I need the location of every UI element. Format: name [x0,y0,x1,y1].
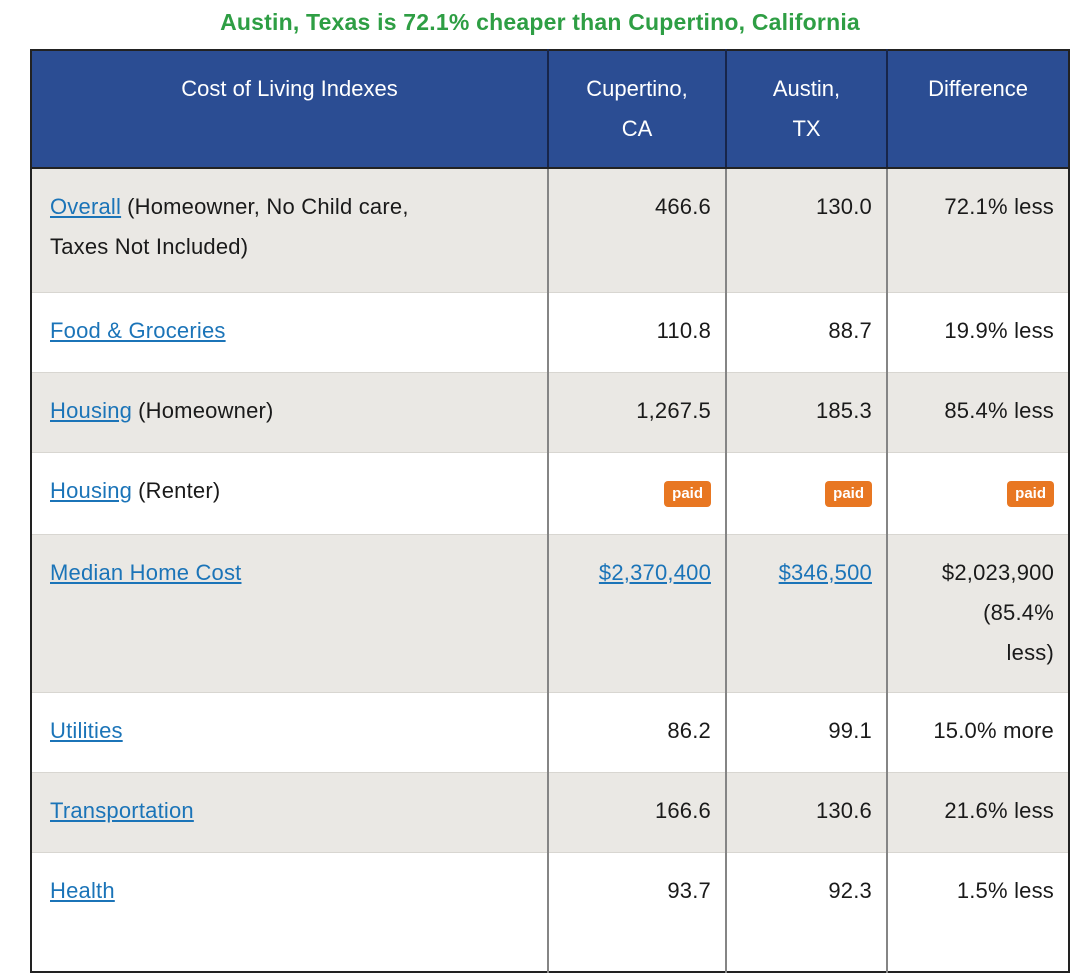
food-austin-value: 88.7 [725,291,887,372]
food-difference-value: 19.9% less [886,291,1069,372]
health-label-cell: Health [31,851,548,972]
header-cupertino-ca: Cupertino, CA [547,50,726,169]
housing-homeowner-austin-value: 185.3 [725,371,887,452]
health-austin-value: 92.3 [725,851,887,972]
table-row-utilities: Utilities 86.2 99.1 15.0% more [31,691,1069,772]
transportation-cupertino-value: 166.6 [547,771,726,852]
transportation-austin-value: 130.6 [725,771,887,852]
transportation-difference-value: 21.6% less [886,771,1069,852]
overall-link[interactable]: Overall [50,194,122,219]
median-home-cost-link[interactable]: Median Home Cost [50,559,242,585]
cost-of-living-table: Cost of Living Indexes Cupertino, CA Aus… [30,49,1070,973]
table-row-median-home-cost: Median Home Cost $2,370,400 $346,500 $2,… [31,533,1069,692]
utilities-cupertino-value: 86.2 [547,691,726,772]
header-austin-tx: Austin, TX [725,50,887,169]
housing-homeowner-difference-value: 85.4% less [886,371,1069,452]
health-cupertino-value: 93.7 [547,851,726,972]
food-groceries-link[interactable]: Food & Groceries [50,317,226,343]
food-label-cell: Food & Groceries [31,291,548,372]
housing-renter-difference-cell: paid [886,451,1069,534]
overall-note: (Homeowner, No Child care, Taxes Not Inc… [50,194,409,259]
median-home-cost-cupertino-cell: $2,370,400 [547,533,726,692]
transportation-link[interactable]: Transportation [50,797,194,823]
transportation-label-cell: Transportation [31,771,548,852]
header-cost-of-living-indexes: Cost of Living Indexes [31,50,548,169]
table-row-overall: Overall (Homeowner, No Child care, Taxes … [31,167,1069,292]
median-home-cost-cupertino-link[interactable]: $2,370,400 [598,559,711,585]
paid-badge[interactable]: paid [1007,480,1054,507]
housing-homeowner-link[interactable]: Housing [50,397,133,423]
housing-renter-note: (Renter) [138,477,221,503]
utilities-link[interactable]: Utilities [50,717,123,743]
median-home-cost-austin-link[interactable]: $346,500 [778,559,872,585]
overall-cupertino-value: 466.6 [547,167,726,292]
comparison-title: Austin, Texas is 72.1% cheaper than Cupe… [220,9,860,35]
table-row-health: Health 93.7 92.3 1.5% less [31,851,1069,972]
utilities-austin-value: 99.1 [725,691,887,772]
housing-renter-link[interactable]: Housing [50,477,133,503]
housing-renter-austin-cell: paid [725,451,887,534]
header-difference: Difference [886,50,1069,169]
housing-homeowner-cupertino-value: 1,267.5 [547,371,726,452]
health-difference-value: 1.5% less [886,851,1069,972]
overall-austin-value: 130.0 [725,167,887,292]
overall-difference-value: 72.1% less [886,167,1069,292]
overall-label-cell: Overall (Homeowner, No Child care, Taxes … [31,167,548,292]
median-home-cost-difference-value: $2,023,900 (85.4% less) [886,533,1069,692]
paid-badge[interactable]: paid [825,480,872,507]
housing-homeowner-label-cell: Housing (Homeowner) [31,371,548,452]
housing-renter-cupertino-cell: paid [547,451,726,534]
table-header-row: Cost of Living Indexes Cupertino, CA Aus… [31,50,1069,169]
paid-badge[interactable]: paid [664,480,711,507]
table-row-transportation: Transportation 166.6 130.6 21.6% less [31,771,1069,852]
table-row-food-groceries: Food & Groceries 110.8 88.7 19.9% less [31,291,1069,372]
table-row-housing-renter: Housing (Renter) paid paid paid [31,451,1069,534]
food-cupertino-value: 110.8 [547,291,726,372]
housing-renter-label-cell: Housing (Renter) [31,451,548,534]
utilities-label-cell: Utilities [31,691,548,772]
housing-homeowner-note: (Homeowner) [138,397,274,423]
table-row-housing-homeowner: Housing (Homeowner) 1,267.5 185.3 85.4% l… [31,371,1069,452]
median-home-cost-label-cell: Median Home Cost [31,533,548,692]
median-home-cost-austin-cell: $346,500 [725,533,887,692]
utilities-difference-value: 15.0% more [886,691,1069,772]
health-link[interactable]: Health [50,877,115,903]
